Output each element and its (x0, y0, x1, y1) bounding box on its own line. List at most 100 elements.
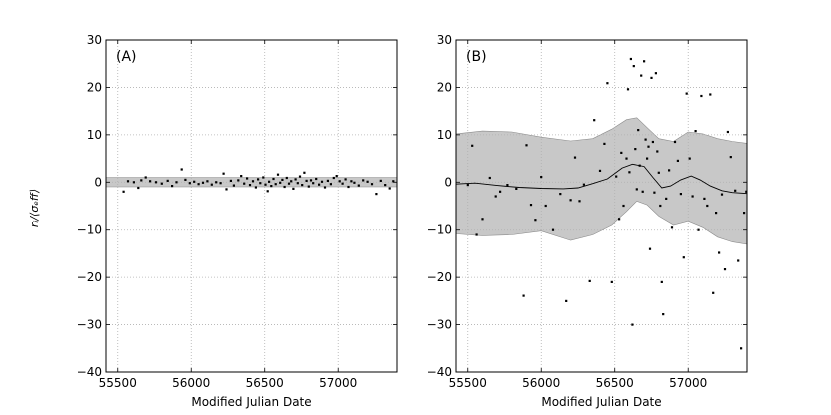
data-point (650, 76, 653, 79)
data-point (665, 197, 668, 200)
data-point (237, 179, 240, 182)
data-point (262, 176, 265, 179)
data-point (215, 181, 218, 184)
x-axis-label: Modified Julian Date (541, 395, 661, 409)
data-point (323, 186, 327, 189)
y-tick-label: 20 (437, 80, 452, 94)
data-point (188, 182, 191, 185)
data-point (285, 176, 288, 180)
data-point (569, 199, 572, 202)
data-point (688, 157, 691, 160)
axes-frame (105, 39, 398, 373)
data-point (706, 204, 709, 208)
data-point (603, 142, 606, 145)
data-point (475, 233, 478, 236)
data-point (640, 74, 643, 77)
data-point (254, 186, 257, 189)
data-point (656, 150, 659, 153)
x-tick-label: 56500 (246, 376, 284, 390)
data-point (272, 177, 275, 181)
data-point (525, 144, 528, 147)
data-point (638, 164, 641, 167)
data-point (522, 294, 525, 297)
data-point (691, 195, 694, 198)
data-point (515, 187, 518, 190)
data-point (499, 190, 502, 193)
data-point (166, 179, 169, 182)
y-tick-label: 10 (87, 128, 102, 142)
data-point (140, 179, 143, 182)
y-tick-label: −40 (77, 365, 102, 379)
data-point (679, 193, 682, 196)
data-point (144, 176, 147, 179)
data-point (264, 183, 267, 186)
data-point (362, 179, 365, 182)
data-point (685, 92, 688, 95)
data-point (219, 182, 222, 185)
data-point (488, 176, 491, 180)
data-point (653, 191, 656, 194)
data-point (551, 228, 555, 231)
x-tick-label: 55500 (449, 376, 487, 390)
data-point (298, 175, 302, 178)
data-point (259, 182, 262, 185)
mean-curve (456, 163, 747, 195)
data-point (240, 175, 243, 178)
data-point (246, 177, 249, 180)
data-point (668, 169, 671, 172)
data-point (292, 187, 295, 190)
data-point (743, 212, 746, 215)
data-point (582, 183, 585, 186)
data-point (723, 268, 727, 271)
data-point (606, 82, 609, 85)
data-point (274, 183, 277, 186)
data-point (610, 280, 613, 283)
data-point (673, 140, 677, 144)
data-point (540, 176, 543, 179)
data-point (709, 93, 712, 96)
data-point (494, 195, 497, 198)
data-point (384, 184, 387, 187)
data-point (193, 180, 196, 183)
data-point (471, 144, 474, 147)
data-point (392, 180, 395, 183)
data-point (615, 175, 618, 178)
data-point (287, 182, 291, 185)
x-tick-label: 56000 (522, 376, 560, 390)
data-point (294, 178, 297, 181)
data-point (559, 193, 562, 196)
data-point (694, 130, 697, 133)
y-tick-label: 10 (437, 128, 452, 142)
data-point (651, 140, 654, 144)
data-point (481, 218, 484, 221)
data-point (682, 256, 685, 259)
data-point (703, 197, 706, 200)
panel-a: 55500 56000 56500 57000 −40 −30 −20 −10 0 10 20 30 (… (77, 33, 398, 409)
data-point (248, 184, 252, 187)
data-point (629, 57, 632, 61)
data-point (643, 60, 646, 63)
data-point (222, 172, 225, 175)
data-point (618, 218, 621, 221)
data-point (466, 184, 469, 187)
data-point (641, 190, 644, 193)
data-point (544, 204, 547, 208)
data-point (534, 219, 537, 222)
data-point (301, 184, 304, 187)
data-point (729, 156, 732, 159)
data-point (149, 180, 152, 183)
data-point (350, 180, 353, 183)
data-point (357, 184, 360, 187)
y-tick-label: −40 (427, 365, 452, 379)
data-point (251, 180, 255, 183)
data-point (332, 176, 335, 180)
y-tick-label: 20 (87, 80, 102, 94)
data-point (184, 178, 187, 181)
data-point (283, 185, 286, 189)
data-point (648, 247, 652, 250)
data-point (137, 186, 140, 190)
data-point (307, 185, 310, 188)
data-point (171, 185, 174, 188)
data-point (635, 188, 638, 191)
